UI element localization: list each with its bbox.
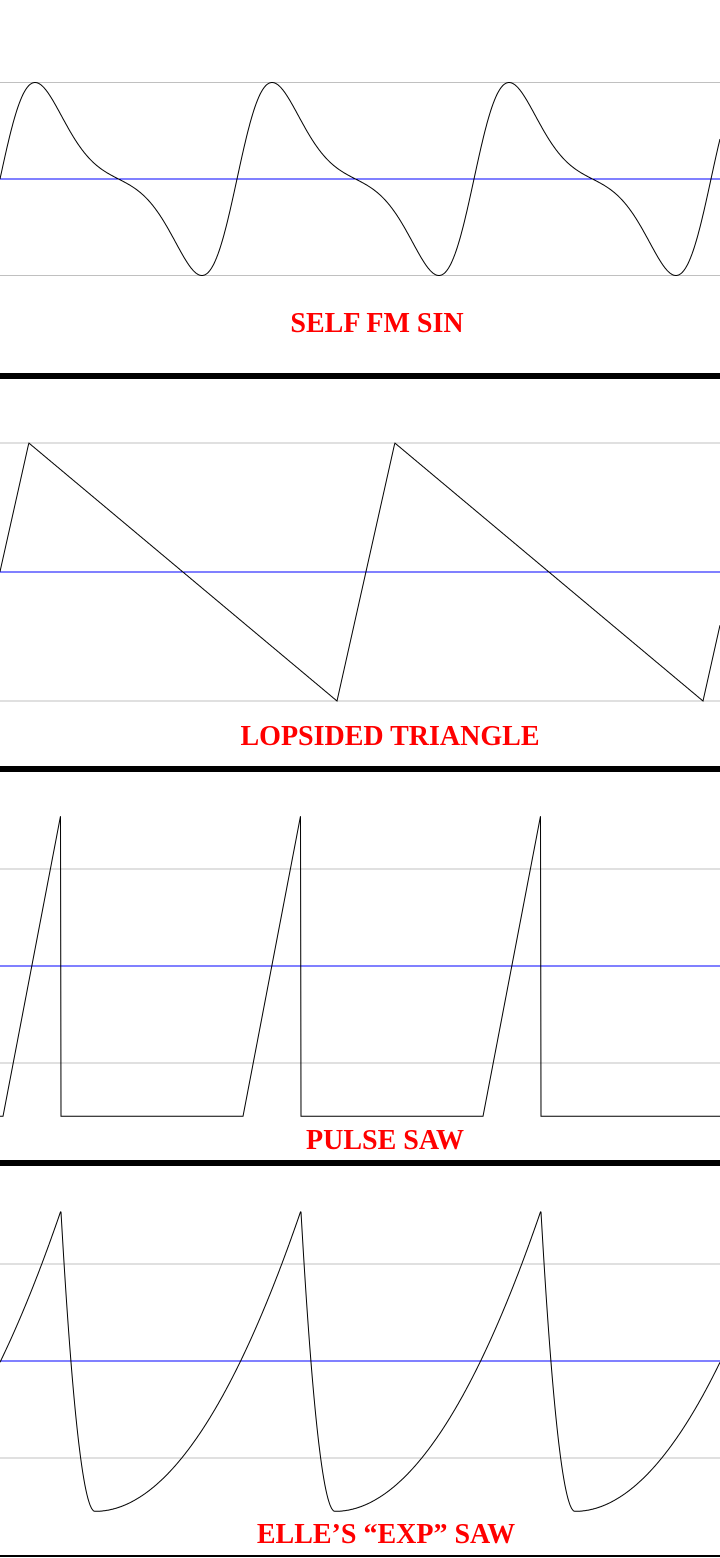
- waveform-line-pulse_saw: [0, 816, 720, 1117]
- bottom-border: [0, 1555, 720, 1557]
- chart-title-pulse-saw: PULSE SAW: [306, 1125, 464, 1156]
- panel-separator: [0, 1160, 720, 1166]
- panel-separator: [0, 373, 720, 379]
- waveform-line-exp_saw: [0, 1211, 720, 1512]
- waveform-line-lopsided_triangle: [0, 442, 720, 702]
- chart-title-exp-saw: ELLE’S “EXP” SAW: [256, 1519, 516, 1550]
- chart-title-lopsided-triangle: LOPSIDED TRIANGLE: [240, 721, 540, 752]
- chart-title-self-fm-sin: SELF FM SIN: [290, 308, 464, 339]
- waveform-line-self_fm_sine: [0, 82, 720, 276]
- panel-separator: [0, 766, 720, 772]
